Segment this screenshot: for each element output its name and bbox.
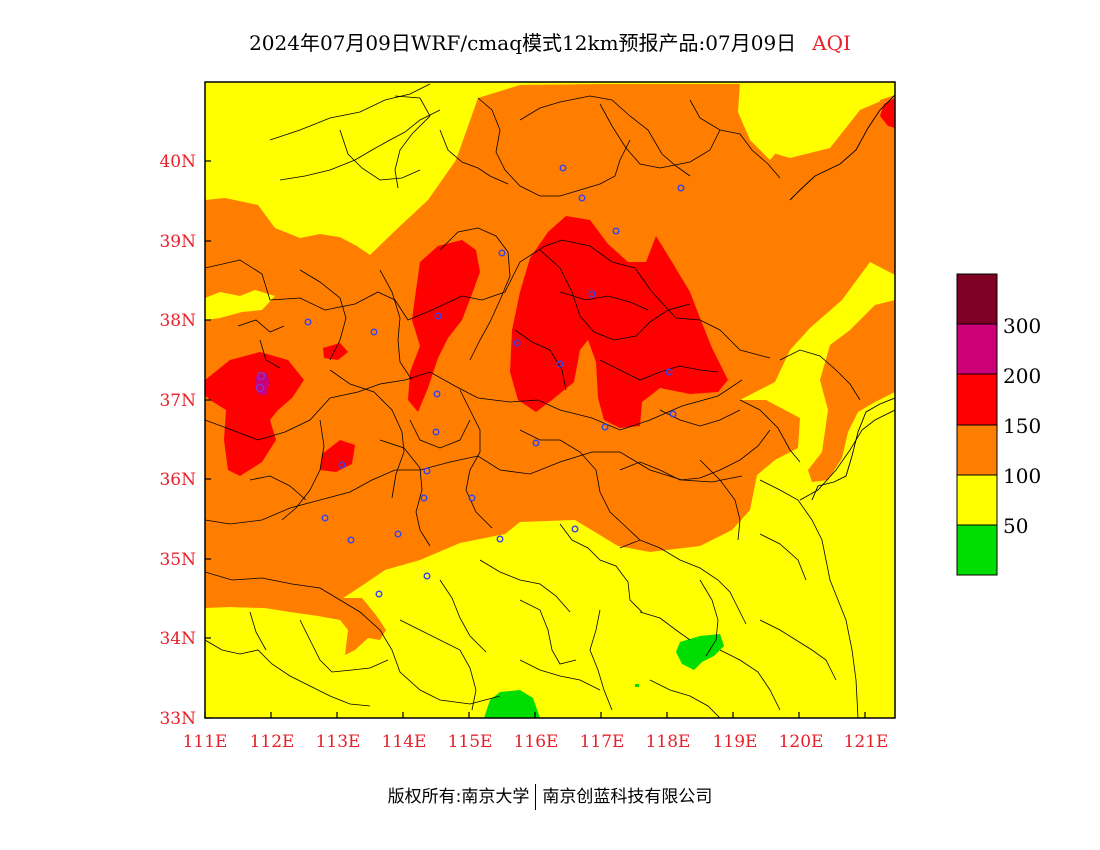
aqi-tag: AQI — [812, 31, 851, 55]
lat-tick-label: 36N — [159, 470, 196, 490]
legend-swatch-very-unhealthy — [956, 323, 998, 375]
legend-label: 100 — [1003, 464, 1041, 488]
lon-tick-label: 114E — [382, 732, 427, 752]
lat-axis: 33N 34N 35N 36N 37N 38N 39N 40N — [159, 152, 196, 729]
lon-tick-label: 112E — [250, 732, 295, 752]
aqi-good-region-east — [676, 634, 724, 670]
lon-tick-label: 120E — [779, 732, 824, 752]
lon-tick-label: 119E — [713, 732, 758, 752]
aqi-unhealthy-region-central — [510, 216, 728, 428]
copyright-company: 南京创蓝科技有限公司 — [542, 787, 713, 807]
legend-swatch-good — [956, 524, 998, 576]
aqi-legend: 300 200 150 100 50 — [956, 273, 1041, 576]
aqi-unhealthy-region-north — [408, 240, 480, 412]
lat-tick-label: 34N — [159, 629, 196, 649]
aqi-good-region-south — [484, 690, 540, 718]
aqi-usg-region-southwest — [205, 598, 386, 655]
title-text: 2024年07月09日WRF/cmaq模式12km预报产品:07月09日 — [249, 31, 797, 55]
legend-swatch-usg — [956, 424, 998, 476]
aqi-unhealthy-region-small — [323, 343, 348, 360]
lon-tick-label: 117E — [580, 732, 625, 752]
axis-ticks — [204, 160, 866, 719]
lon-tick-label: 111E — [183, 732, 228, 752]
aqi-moderate-island-north — [738, 82, 782, 160]
lon-tick-label: 116E — [514, 732, 559, 752]
aqi-usg-region-east — [808, 300, 895, 482]
county-boundaries — [205, 83, 895, 718]
lat-tick-label: 38N — [159, 311, 196, 331]
legend-swatch-unhealthy — [956, 373, 998, 426]
copyright-owner: 版权所有:南京大学 — [387, 787, 530, 807]
lat-tick-label: 37N — [159, 391, 196, 411]
lat-tick-label: 33N — [159, 709, 196, 729]
legend-swatch-hazardous — [956, 273, 998, 325]
aqi-unhealthy-region-west — [205, 352, 304, 476]
footer-divider — [535, 784, 537, 810]
legend-label: 200 — [1003, 364, 1041, 388]
city-markers — [255, 164, 685, 598]
aqi-moderate-island-west — [205, 290, 275, 320]
lon-axis: 111E 112E 113E 114E 115E 116E 117E 118E … — [183, 732, 889, 752]
lon-tick-label: 115E — [448, 732, 493, 752]
lon-tick-label: 121E — [844, 732, 889, 752]
lat-tick-label: 40N — [159, 152, 196, 172]
aqi-good-dot — [635, 684, 639, 687]
coastline — [789, 94, 895, 501]
aqi-unhealthy-region-coast — [880, 98, 895, 128]
legend-label: 50 — [1003, 514, 1028, 538]
aqi-field — [205, 82, 895, 718]
legend-label: 300 — [1003, 314, 1041, 338]
lat-tick-label: 39N — [159, 232, 196, 252]
legend-label: 150 — [1003, 414, 1041, 438]
lat-tick-label: 35N — [159, 550, 196, 570]
lon-tick-label: 113E — [316, 732, 361, 752]
lon-tick-label: 118E — [646, 732, 691, 752]
aqi-moderate-island-northwest — [205, 82, 478, 252]
copyright-footer: 版权所有:南京大学 南京创蓝科技有限公司 — [0, 782, 1100, 810]
aqi-unhealthy-region-south — [320, 440, 355, 472]
map-title: 2024年07月09日WRF/cmaq模式12km预报产品:07月09日 AQI — [0, 27, 1100, 56]
legend-swatch-moderate — [956, 474, 998, 526]
